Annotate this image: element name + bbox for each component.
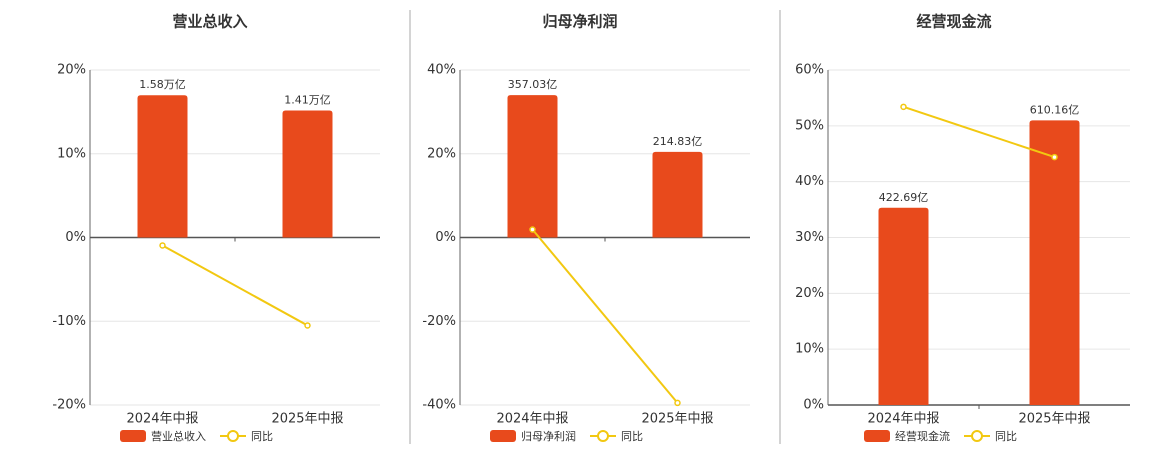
bar <box>652 151 703 238</box>
y-tick-label: 20% <box>427 146 456 161</box>
x-tick-label: 2024年中报 <box>126 412 198 427</box>
legend-swatch <box>227 430 239 442</box>
value-label: 422.69亿 <box>879 191 929 204</box>
legend-swatch <box>971 430 983 442</box>
point <box>159 242 166 249</box>
legend-label: 经营现金流 <box>895 429 950 443</box>
y-tick-label: 40% <box>795 174 824 189</box>
y-tick-label: 30% <box>795 230 824 245</box>
x-tick-label: 2024年中报 <box>867 412 939 427</box>
y-tick-label: 10% <box>795 342 824 357</box>
y-tick-label: 0% <box>65 230 86 245</box>
line <box>903 105 1055 159</box>
point <box>1051 153 1058 161</box>
y-tick-label: 40% <box>427 63 456 78</box>
value-label: 214.83亿 <box>653 135 703 148</box>
value-label: 1.41万亿 <box>284 94 331 107</box>
value-label: 610.16亿 <box>1030 103 1080 116</box>
bar <box>1029 120 1080 406</box>
legend-label: 归母净利润 <box>521 429 576 443</box>
x-tick-label: 2025年中报 <box>271 412 343 427</box>
legend-label: 同比 <box>251 430 273 443</box>
y-tick-label: -10% <box>52 314 86 329</box>
bar <box>282 110 333 238</box>
y-tick-label: 10% <box>57 146 86 161</box>
y-tick-label: -20% <box>422 314 456 329</box>
value-label: 1.58万亿 <box>139 78 186 91</box>
legend-swatch <box>490 430 516 442</box>
y-tick-label: 20% <box>57 63 86 78</box>
bar <box>507 95 558 238</box>
y-tick-label: -40% <box>422 398 456 413</box>
line <box>162 244 308 327</box>
bar <box>137 95 188 238</box>
y-tick-label: 20% <box>795 286 824 301</box>
x-tick-label: 2025年中报 <box>641 412 713 427</box>
legend-swatch <box>120 430 146 442</box>
y-tick-label: 0% <box>803 398 824 413</box>
chart-title: 归母净利润 <box>542 13 617 31</box>
point <box>900 103 907 111</box>
bar <box>878 207 929 405</box>
legend-label: 营业总收入 <box>151 429 206 443</box>
value-label: 357.03亿 <box>508 78 558 91</box>
x-tick-label: 2025年中报 <box>1018 412 1090 427</box>
legend-swatch <box>597 430 609 442</box>
y-tick-label: -20% <box>52 398 86 413</box>
legend-label: 同比 <box>995 430 1017 443</box>
y-tick-label: 60% <box>795 63 824 78</box>
legend-swatch <box>864 430 890 442</box>
y-tick-label: 50% <box>795 118 824 133</box>
y-tick-label: 0% <box>435 230 456 245</box>
point <box>304 322 311 329</box>
point <box>529 226 536 233</box>
chart-title: 营业总收入 <box>172 13 247 31</box>
x-tick-label: 2024年中报 <box>496 412 568 427</box>
point <box>674 399 681 407</box>
chart-title: 经营现金流 <box>916 13 991 31</box>
legend-label: 同比 <box>621 430 643 443</box>
line <box>531 228 679 404</box>
